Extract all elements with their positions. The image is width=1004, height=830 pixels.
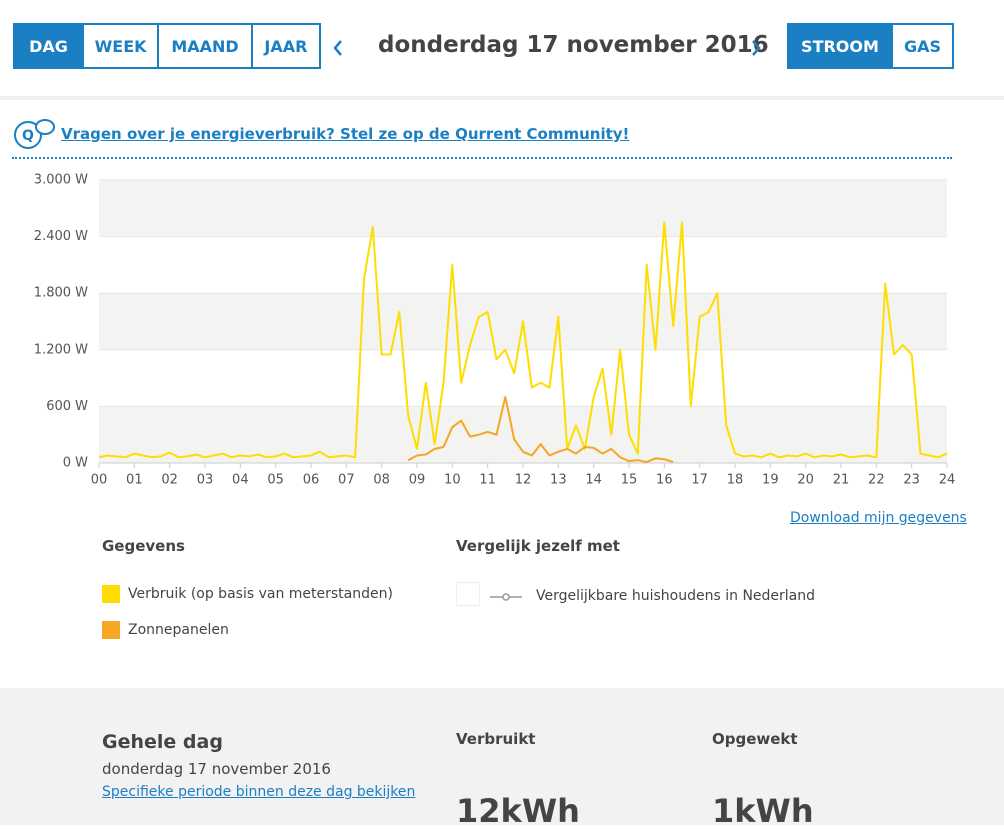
legend-label: Zonnepanelen — [128, 622, 229, 638]
x-tick-label: 08 — [373, 473, 390, 488]
svg-text:Q: Q — [22, 128, 34, 144]
y-tick-label: 1.800 W — [34, 286, 88, 301]
chart: 0 W 600 W 1.200 W 1.800 W 2.400 W 3.000 W 00 01… — [34, 173, 956, 488]
x-tick-label: 04 — [232, 473, 249, 488]
summary-date: donderdag 17 november 2016 — [102, 760, 331, 778]
x-tick-label: 09 — [409, 473, 426, 488]
divider — [0, 96, 1004, 100]
date-label: donderdag 17 november 2016 — [378, 32, 769, 58]
community-icon: Q — [14, 119, 55, 149]
y-tick-label: 600 W — [46, 399, 88, 414]
x-tick-label: 21 — [833, 473, 850, 488]
tab[interactable]: STROOM — [789, 25, 891, 67]
prev-arrow[interactable] — [330, 38, 346, 58]
x-tick-label: 02 — [161, 473, 178, 488]
generated-label: Opgewekt — [712, 730, 798, 748]
x-tick-label: 07 — [338, 473, 355, 488]
x-tick-label: 18 — [727, 473, 744, 488]
y-tick-label: 3.000 W — [34, 173, 88, 188]
compare-title: Vergelijk jezelf met — [456, 537, 620, 555]
tab[interactable]: WEEK — [82, 25, 157, 67]
y-tick-label: 0 W — [63, 456, 88, 471]
compare-label: Vergelijkbare huishoudens in Nederland — [536, 588, 816, 604]
summary-title: Gehele dag — [102, 731, 223, 753]
series-line — [98, 221, 948, 459]
x-tick-label: 17 — [691, 473, 708, 488]
generated-value: 1kWh — [712, 792, 814, 830]
y-tick-label: 2.400 W — [34, 229, 88, 244]
legend-item[interactable]: Zonnepanelen — [102, 621, 229, 639]
compare-line-icon — [490, 593, 522, 601]
x-tick-label: 16 — [656, 473, 673, 488]
summary: Gehele dag donderdag 17 november 2016 Sp… — [0, 688, 1004, 830]
x-tick-label: 10 — [444, 473, 461, 488]
x-tick-label: 19 — [762, 473, 779, 488]
x-tick-label: 12 — [515, 473, 532, 488]
x-tick-label: 03 — [197, 473, 214, 488]
x-tick-label: 11 — [479, 473, 496, 488]
tab[interactable]: GAS — [891, 25, 952, 67]
x-tick-label: 24 — [939, 473, 956, 488]
download-link[interactable]: Download mijn gegevens — [790, 510, 967, 526]
x-tick-label: 13 — [550, 473, 567, 488]
tab[interactable]: MAAND — [157, 25, 251, 67]
x-tick-label: 22 — [868, 473, 885, 488]
series-line — [407, 396, 674, 464]
header: DAG WEEK MAAND JAAR donderdag 17 novembe… — [0, 0, 1004, 100]
legend-label: Verbruik (op basis van meterstanden) — [128, 586, 393, 602]
community-link[interactable]: Vragen over je energieverbruik? Stel ze … — [61, 125, 630, 143]
next-arrow[interactable] — [748, 38, 764, 58]
legend-item[interactable]: Verbruik (op basis van meterstanden) — [102, 585, 393, 603]
tab[interactable]: DAG — [15, 25, 83, 67]
x-tick-label: 01 — [126, 473, 143, 488]
x-tick-label: 20 — [797, 473, 814, 488]
x-tick-label: 15 — [621, 473, 638, 488]
legend-title: Gegevens — [102, 537, 185, 555]
x-tick-label: 00 — [91, 473, 108, 488]
legend-swatch — [102, 585, 120, 603]
tab[interactable]: JAAR — [250, 25, 319, 67]
compare-checkbox[interactable] — [456, 582, 480, 606]
x-tick-label: 05 — [267, 473, 284, 488]
y-tick-label: 1.200 W — [34, 342, 88, 357]
summary-link[interactable]: Specifieke periode binnen deze dag bekij… — [102, 784, 416, 800]
used-value: 12kWh — [456, 792, 580, 830]
x-tick-label: 23 — [903, 473, 920, 488]
legend-swatch — [102, 621, 120, 639]
x-tick-label: 06 — [303, 473, 320, 488]
energy-tabs: STROOM GAS — [787, 23, 954, 69]
period-tabs: DAG WEEK MAAND JAAR — [13, 23, 321, 69]
dotted-divider — [12, 157, 952, 159]
x-tick-label: 14 — [585, 473, 602, 488]
grid-band — [99, 180, 947, 237]
used-label: Verbruikt — [456, 730, 536, 748]
